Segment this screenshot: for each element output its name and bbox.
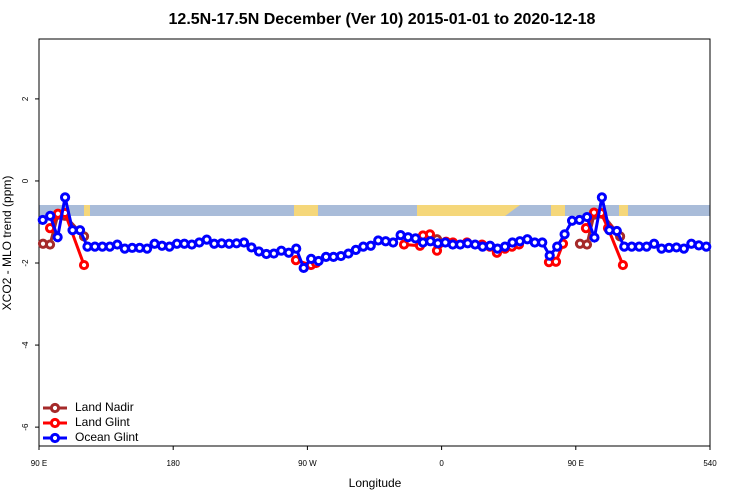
y-tick-label: -4 — [21, 341, 30, 349]
data-point — [596, 192, 607, 203]
x-tick-label: 180 — [167, 459, 181, 468]
x-tick-label: 0 — [439, 459, 444, 468]
x-axis-label: Longitude — [349, 476, 402, 490]
x-tick-label: 540 — [703, 459, 717, 468]
data-point — [410, 233, 421, 244]
chart-title: 12.5N-17.5N December (Ver 10) 2015-01-01… — [169, 11, 596, 28]
y-tick-label: -2 — [21, 259, 30, 267]
data-point — [678, 243, 690, 254]
legend-marker — [49, 417, 61, 429]
data-point — [648, 238, 660, 249]
legend-label: Land Nadir — [75, 400, 134, 414]
x-tick-label: 90 W — [298, 459, 317, 468]
data-point — [552, 241, 563, 252]
data-point — [580, 223, 592, 234]
data-point — [537, 237, 548, 248]
data-point — [246, 242, 257, 253]
land-strip — [84, 205, 90, 216]
y-tick-label: 0 — [21, 178, 30, 183]
map-strip — [39, 205, 710, 216]
data-point — [365, 240, 376, 251]
land-strip — [417, 205, 520, 216]
data-point — [581, 211, 593, 223]
data-point — [388, 237, 399, 248]
legend-marker — [49, 402, 61, 414]
y-axis-label: XCO2 - MLO trend (ppm) — [0, 176, 14, 311]
data-point — [59, 192, 71, 203]
data-point — [617, 259, 629, 271]
data-point — [74, 225, 86, 236]
data-point — [343, 248, 354, 259]
y-tick-label: -6 — [21, 423, 30, 431]
data-point — [611, 225, 622, 237]
data-point — [298, 262, 309, 274]
data-point — [78, 259, 90, 271]
data-point — [37, 214, 48, 226]
data-point — [398, 239, 410, 250]
data-point — [291, 243, 302, 254]
data-point — [701, 241, 712, 252]
land-strip — [551, 205, 565, 216]
y-tick-label: 2 — [21, 96, 30, 101]
legend-label: Land Glint — [75, 415, 130, 429]
data-point — [589, 232, 600, 243]
data-point — [499, 241, 511, 252]
land-strip — [619, 205, 628, 216]
data-point — [283, 247, 294, 258]
legend-label: Ocean Glint — [75, 430, 139, 444]
data-point — [201, 234, 212, 245]
data-point — [142, 243, 153, 254]
data-point — [52, 232, 63, 243]
data-point — [45, 210, 56, 221]
data-point — [559, 229, 570, 240]
ocean-strip — [39, 205, 710, 216]
data-point — [238, 237, 250, 248]
data-point — [581, 239, 593, 250]
data-point — [313, 255, 324, 267]
data-point — [44, 239, 56, 250]
land-strip — [294, 205, 318, 216]
legend-marker — [49, 432, 61, 444]
x-tick-label: 90 E — [568, 459, 584, 468]
data-point — [544, 250, 555, 261]
data-point — [112, 239, 123, 250]
x-tick-label: 90 E — [31, 459, 47, 468]
data-point — [550, 256, 562, 267]
